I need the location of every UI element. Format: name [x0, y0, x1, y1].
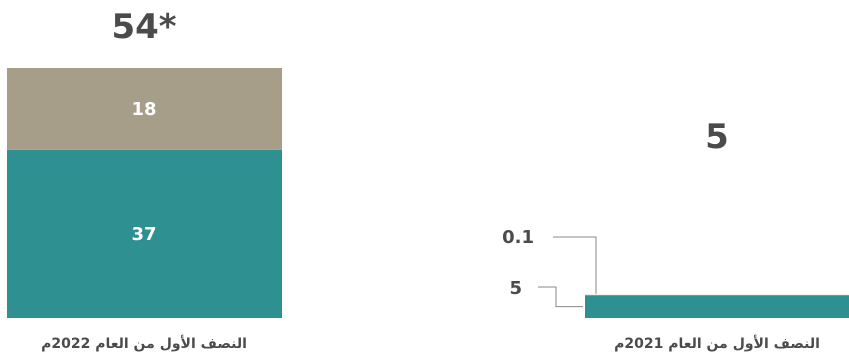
total-label-0: 54*	[111, 7, 176, 47]
bar-segment-1-0	[585, 295, 849, 318]
bar-segment-0-0	[7, 149, 282, 318]
segment-label-1-0: 5	[509, 278, 522, 299]
leader-line-1-1	[553, 236, 597, 294]
category-label-0: النصف الأول من العام 2022م	[41, 335, 247, 352]
bar-segment-0-1	[7, 68, 282, 150]
segment-label-0-0: 37	[131, 224, 156, 245]
segment-label-1-1: 0.1	[502, 227, 534, 248]
category-label-1: النصف الأول من العام 2021م	[614, 335, 820, 352]
leader-line-1-0	[538, 286, 583, 308]
total-label-1: 5	[705, 117, 729, 157]
segment-label-0-1: 18	[131, 99, 156, 120]
